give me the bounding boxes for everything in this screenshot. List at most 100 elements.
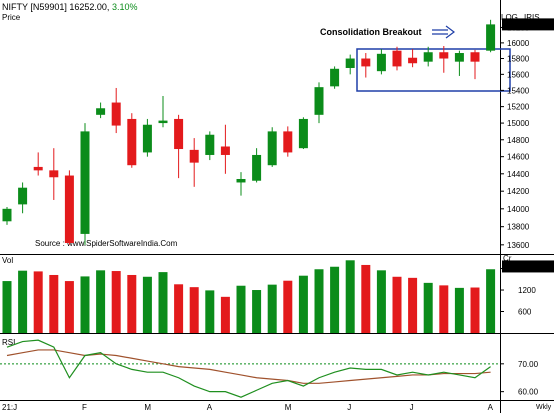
volume-bar [111, 271, 121, 333]
candle-body [314, 87, 324, 115]
candle-body [486, 24, 496, 51]
volume-bar [96, 270, 106, 333]
volume-bar [2, 281, 12, 333]
volume-bar [314, 269, 324, 333]
candle-body [298, 118, 308, 149]
price-tick-label: 16000 [507, 39, 530, 48]
price-tick-label: 13600 [507, 241, 530, 250]
volume-bars [2, 260, 496, 333]
price-tick-label: 14600 [507, 153, 530, 162]
candle-body [330, 68, 340, 87]
volume-bar [127, 274, 137, 333]
volume-bar [142, 276, 152, 333]
iris-label: IRIS [524, 13, 540, 22]
candle-body [18, 187, 28, 205]
time-axis: 21:J F M A M J J A [2, 403, 494, 412]
log-label: LOG [501, 13, 518, 22]
candle-body [64, 175, 74, 244]
wkly-label: Wkly [536, 404, 552, 411]
volume-bar [345, 260, 355, 333]
candle-body [439, 52, 449, 59]
volume-bar [361, 264, 371, 333]
x-tick-label: J [410, 403, 414, 412]
chart-title: NIFTY [N59901] 16252.00, 3.10% [2, 2, 137, 12]
candle-body [2, 208, 12, 222]
volume-bar [408, 277, 418, 333]
candle-body [267, 131, 277, 166]
volume-bar [392, 276, 402, 333]
price-label: Price [2, 13, 21, 22]
price-tick-label: 14000 [507, 205, 530, 214]
candle-body [392, 50, 402, 67]
candle-body [454, 53, 464, 62]
last-price-badge: 16252.0 [502, 18, 554, 31]
volume-bar [158, 272, 168, 333]
volume-bar [330, 266, 340, 333]
candle-body [220, 146, 230, 155]
candle-body [80, 131, 90, 234]
volume-bar [189, 287, 199, 333]
price-tick-label: 15200 [507, 103, 530, 112]
candle-body [252, 154, 262, 181]
candle-body [158, 120, 168, 124]
candle-body [423, 52, 433, 62]
price-tick-label: 15000 [507, 119, 530, 128]
volume-bar [174, 284, 184, 333]
price-tick-label: 15400 [507, 86, 530, 95]
volume-bar [283, 280, 293, 333]
volume-bar [252, 290, 262, 333]
volume-bar [454, 287, 464, 333]
volume-bar [267, 284, 277, 333]
consolidation-box [356, 48, 511, 92]
rsi-tick-label: 70.00 [518, 360, 539, 369]
rsi-line [6, 339, 491, 398]
price-tick-label: 15600 [507, 70, 530, 79]
candles [2, 19, 496, 245]
candle-body [96, 108, 106, 115]
annotation-arrow [432, 25, 455, 39]
rsi-average-line [6, 349, 491, 384]
x-tick-label: F [82, 403, 87, 412]
volume-bar [423, 282, 433, 333]
volume-last-badge-bg [502, 260, 554, 273]
candle-body [408, 57, 418, 64]
candle-body [111, 102, 121, 126]
candle-body [283, 131, 293, 153]
volume-bar [236, 285, 246, 333]
volume-bar [49, 274, 59, 333]
change-percent: 3.10% [112, 2, 138, 12]
volume-bar [33, 271, 43, 333]
price-tick-label: 14800 [507, 136, 530, 145]
candle-body [189, 149, 199, 163]
last-price-badge-bg [502, 18, 554, 31]
volume-bar [220, 296, 230, 333]
candle-body [174, 118, 184, 150]
rsi-tick-label: 60.00 [518, 388, 539, 397]
volume-axis: 180012006001858.35 [500, 260, 554, 317]
candle-body [470, 52, 480, 62]
candle-body [345, 58, 355, 68]
volume-last-badge-text: 1858.35 [506, 262, 535, 271]
volume-bar [18, 270, 28, 333]
x-tick-label: M [285, 403, 292, 412]
x-tick-label: J [347, 403, 351, 412]
volume-tick-label: 600 [518, 308, 532, 317]
x-tick-label: A [207, 403, 213, 412]
last-price-badge-text: 16252.0 [505, 20, 534, 29]
rsi-panel: 70.00 60.00 [0, 339, 539, 398]
candle-body [361, 58, 371, 67]
volume-bar [439, 285, 449, 333]
candle-body [205, 134, 215, 155]
volume-bar [298, 275, 308, 333]
volume-bar [80, 276, 90, 333]
rsi-label: RSI [2, 338, 15, 347]
x-tick-label: M [144, 403, 151, 412]
volume-bar [486, 269, 496, 333]
source-text: Source : www.SpiderSoftwareIndia.Com [35, 239, 178, 248]
candle-body [33, 166, 43, 171]
annotation-text: Consolidation Breakout [320, 27, 422, 37]
price-tick-label: 13800 [507, 223, 530, 232]
candle-body [127, 118, 137, 166]
